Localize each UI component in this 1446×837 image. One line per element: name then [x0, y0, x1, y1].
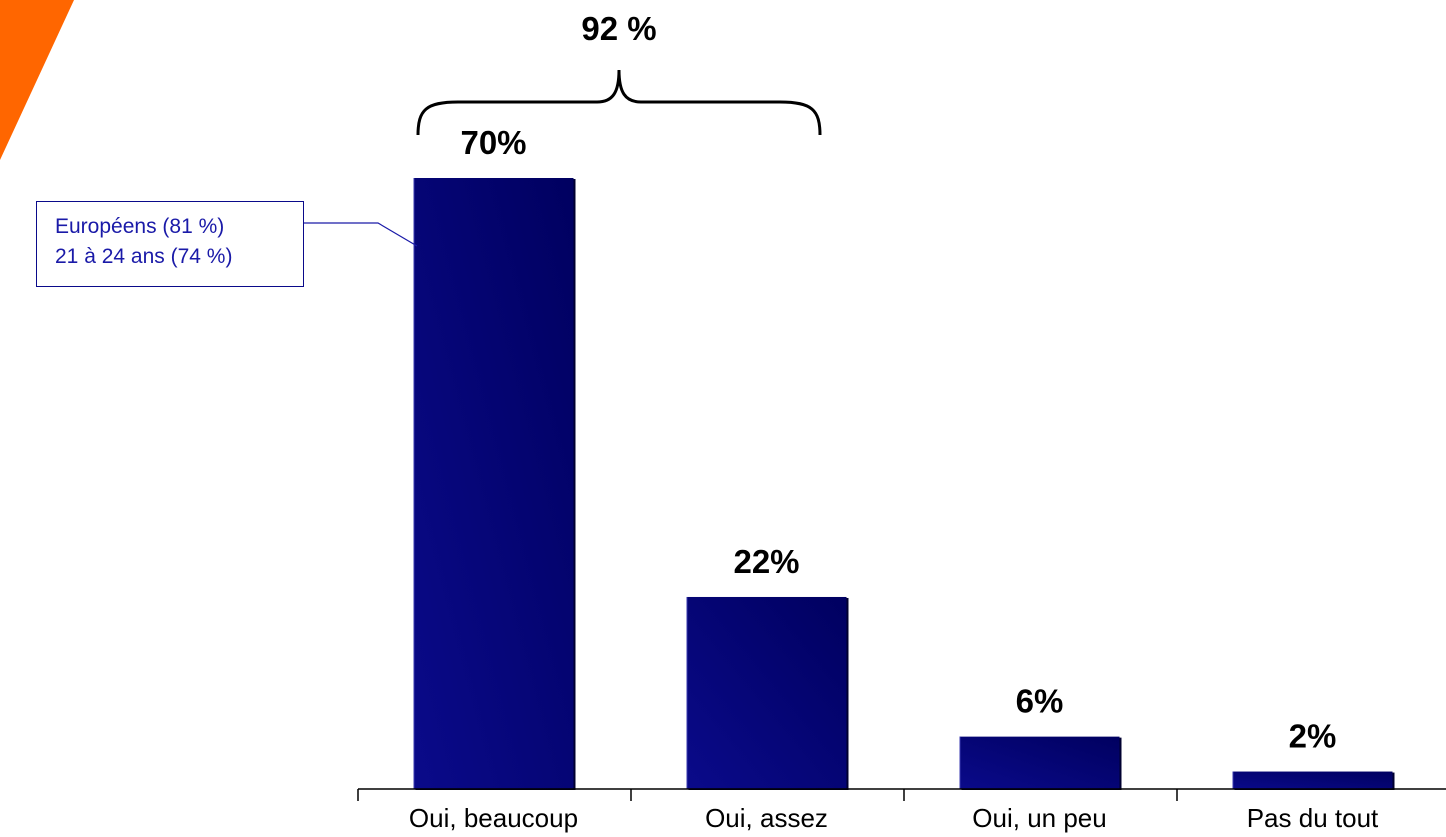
bar — [686, 596, 847, 789]
callout-box: Européens (81 %) 21 à 24 ans (74 %) — [36, 201, 304, 287]
bar-value-label: 6% — [1016, 683, 1064, 720]
bars-layer — [413, 178, 1395, 790]
labels-layer: 70% Oui, beaucoup 22% Oui, assez 6% Oui, un p… — [409, 124, 1379, 833]
x-tick-label: Oui, un peu — [972, 803, 1106, 833]
callout-connector-line — [304, 222, 418, 247]
bracket-label: 92 % — [581, 10, 656, 47]
callout-line-1: Européens (81 %) — [55, 215, 225, 238]
bar — [413, 178, 574, 789]
bar-value-label: 22% — [733, 543, 799, 580]
corner-accent — [0, 0, 74, 160]
bar — [1232, 771, 1393, 789]
bracket-brace — [416, 69, 822, 136]
x-tick-label: Oui, assez — [705, 803, 828, 833]
bar-value-label: 70% — [460, 124, 526, 161]
bracket-group: 92 % — [416, 10, 822, 136]
x-axis — [357, 788, 1446, 801]
callout-line-2: 21 à 24 ans (74 %) — [55, 245, 233, 268]
callout-connector — [304, 222, 418, 247]
x-tick-label: Oui, beaucoup — [409, 803, 578, 833]
bar — [959, 736, 1120, 789]
bar-value-label: 2% — [1289, 718, 1337, 755]
x-tick-label: Pas du tout — [1247, 803, 1379, 833]
